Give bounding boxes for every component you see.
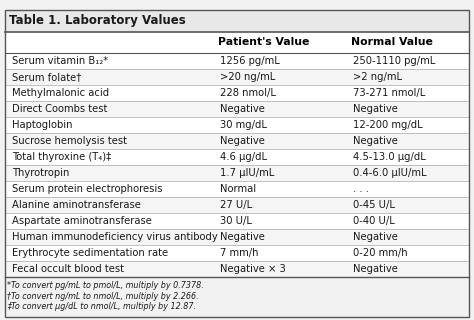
Text: Negative: Negative xyxy=(353,264,398,274)
FancyBboxPatch shape xyxy=(5,149,469,165)
Text: Total thyroxine (T₄)‡: Total thyroxine (T₄)‡ xyxy=(12,152,111,162)
Text: Methylmalonic acid: Methylmalonic acid xyxy=(12,88,109,98)
Text: 73-271 nmol/L: 73-271 nmol/L xyxy=(353,88,425,98)
FancyBboxPatch shape xyxy=(5,53,469,69)
FancyBboxPatch shape xyxy=(5,117,469,133)
Text: 1256 pg/mL: 1256 pg/mL xyxy=(220,56,280,66)
FancyBboxPatch shape xyxy=(5,85,469,101)
FancyBboxPatch shape xyxy=(5,10,469,32)
Text: Negative: Negative xyxy=(353,232,398,242)
Text: 30 mg/dL: 30 mg/dL xyxy=(220,120,267,130)
Text: Sucrose hemolysis test: Sucrose hemolysis test xyxy=(12,136,127,146)
Text: Negative × 3: Negative × 3 xyxy=(220,264,286,274)
Text: 1.7 μIU/mL: 1.7 μIU/mL xyxy=(220,168,274,178)
Text: 4.6 μg/dL: 4.6 μg/dL xyxy=(220,152,267,162)
Text: 12-200 mg/dL: 12-200 mg/dL xyxy=(353,120,423,130)
Text: 228 nmol/L: 228 nmol/L xyxy=(220,88,276,98)
Text: 250-1110 pg/mL: 250-1110 pg/mL xyxy=(353,56,436,66)
FancyBboxPatch shape xyxy=(5,32,469,53)
Text: ‡To convert μg/dL to nmol/L, multiply by 12.87.: ‡To convert μg/dL to nmol/L, multiply by… xyxy=(7,302,196,311)
Text: *To convert pg/mL to pmol/L, multiply by 0.7378.: *To convert pg/mL to pmol/L, multiply by… xyxy=(7,281,204,290)
Text: Table 1. Laboratory Values: Table 1. Laboratory Values xyxy=(9,14,185,27)
Text: †To convert ng/mL to nmol/L, multiply by 2.266.: †To convert ng/mL to nmol/L, multiply by… xyxy=(7,292,199,300)
Text: 0-40 U/L: 0-40 U/L xyxy=(353,216,395,226)
Text: Negative: Negative xyxy=(353,136,398,146)
Text: 4.5-13.0 μg/dL: 4.5-13.0 μg/dL xyxy=(353,152,426,162)
Text: Erythrocyte sedimentation rate: Erythrocyte sedimentation rate xyxy=(12,248,168,258)
Text: Negative: Negative xyxy=(353,104,398,114)
Text: Serum vitamin B₁₂*: Serum vitamin B₁₂* xyxy=(12,56,108,66)
Text: Negative: Negative xyxy=(220,136,265,146)
Text: Haptoglobin: Haptoglobin xyxy=(12,120,73,130)
Text: 0.4-6.0 μIU/mL: 0.4-6.0 μIU/mL xyxy=(353,168,427,178)
FancyBboxPatch shape xyxy=(5,181,469,197)
Text: 7 mm/h: 7 mm/h xyxy=(220,248,259,258)
Text: 30 U/L: 30 U/L xyxy=(220,216,252,226)
Text: Alanine aminotransferase: Alanine aminotransferase xyxy=(12,200,141,210)
FancyBboxPatch shape xyxy=(5,229,469,245)
Text: Human immunodeficiency virus antibody: Human immunodeficiency virus antibody xyxy=(12,232,218,242)
Text: Normal Value: Normal Value xyxy=(351,37,433,47)
Text: Patient's Value: Patient's Value xyxy=(218,37,310,47)
Text: Normal: Normal xyxy=(220,184,256,194)
Text: Negative: Negative xyxy=(220,104,265,114)
Text: Aspartate aminotransferase: Aspartate aminotransferase xyxy=(12,216,152,226)
FancyBboxPatch shape xyxy=(5,261,469,277)
Text: Serum protein electrophoresis: Serum protein electrophoresis xyxy=(12,184,163,194)
FancyBboxPatch shape xyxy=(5,213,469,229)
FancyBboxPatch shape xyxy=(5,165,469,181)
Text: Direct Coombs test: Direct Coombs test xyxy=(12,104,107,114)
Text: Fecal occult blood test: Fecal occult blood test xyxy=(12,264,124,274)
Text: Thyrotropin: Thyrotropin xyxy=(12,168,69,178)
Text: Negative: Negative xyxy=(220,232,265,242)
Text: 27 U/L: 27 U/L xyxy=(220,200,253,210)
FancyBboxPatch shape xyxy=(5,101,469,117)
FancyBboxPatch shape xyxy=(5,197,469,213)
Text: >20 ng/mL: >20 ng/mL xyxy=(220,72,276,82)
Text: >2 ng/mL: >2 ng/mL xyxy=(353,72,402,82)
Text: 0-20 mm/h: 0-20 mm/h xyxy=(353,248,408,258)
Text: 0-45 U/L: 0-45 U/L xyxy=(353,200,395,210)
FancyBboxPatch shape xyxy=(5,245,469,261)
Text: Serum folate†: Serum folate† xyxy=(12,72,81,82)
FancyBboxPatch shape xyxy=(5,69,469,85)
FancyBboxPatch shape xyxy=(5,133,469,149)
Text: . . .: . . . xyxy=(353,184,369,194)
